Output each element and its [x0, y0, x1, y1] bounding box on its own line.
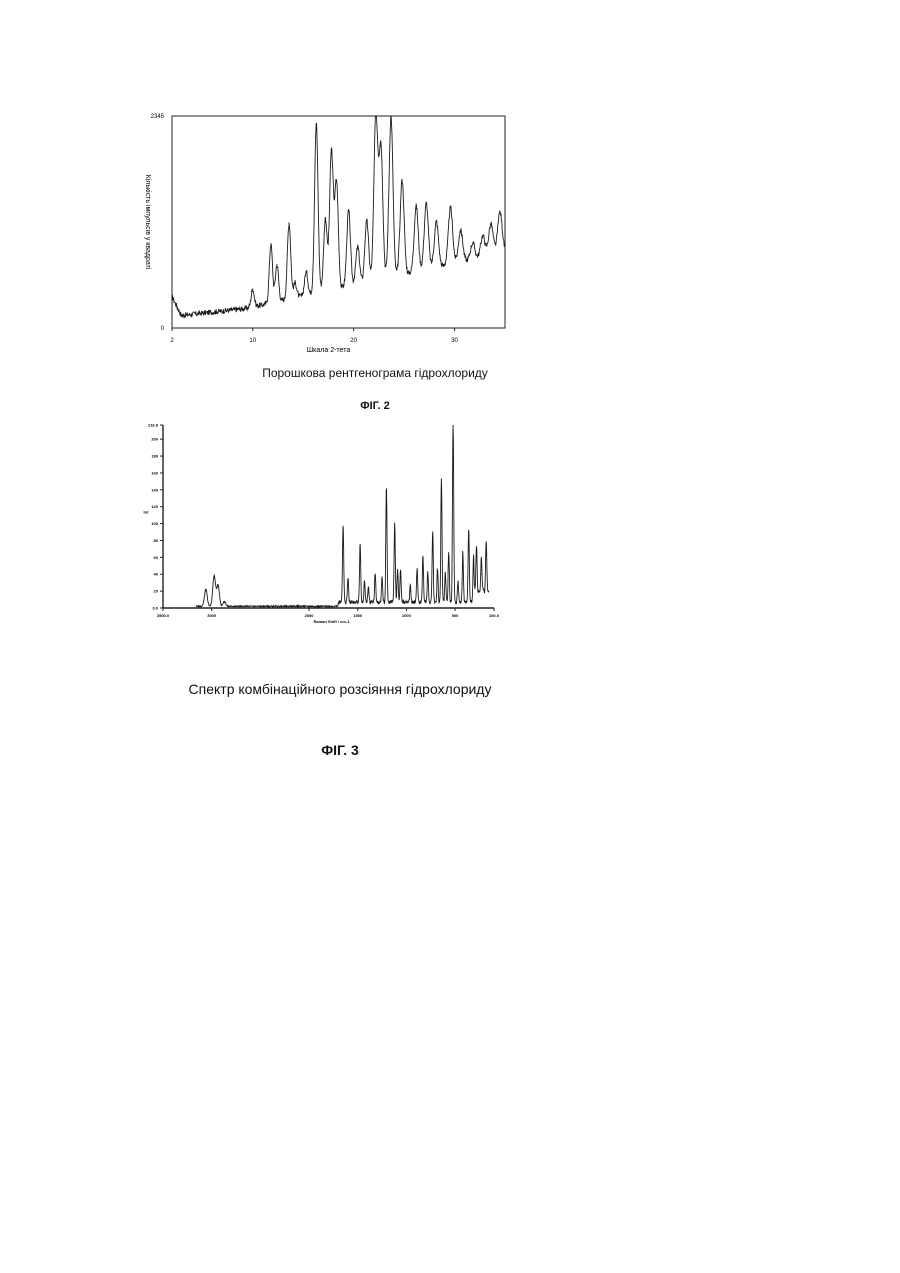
raman-y-tick-label: 0.0 [152, 606, 158, 611]
raman-x-tick-label: 500 [452, 613, 459, 618]
raman-peak-point [476, 561, 477, 562]
raman-peak-point [462, 557, 463, 558]
raman-peak-point [468, 535, 469, 536]
xrd-peak-point [380, 146, 381, 147]
xrd-peak-point [460, 230, 461, 231]
raman-y-tick-label: 216.8 [148, 423, 159, 428]
raman-peak-point [410, 591, 411, 592]
xrd-peak-point [270, 243, 271, 244]
raman-x-tick-label: 3500.0 [157, 613, 170, 618]
raman-peak-point [457, 586, 458, 587]
xrd-x-axis-label: Шкала 2-тета [307, 347, 351, 354]
raman-peak-point [214, 577, 215, 578]
xrd-peak-point [325, 218, 326, 219]
raman-peak-point [397, 575, 398, 576]
xrd-peak-point [336, 181, 337, 182]
raman-x-tick-label: 1500 [353, 613, 363, 618]
raman-peak-point [364, 586, 365, 587]
xrd-y-tick-label: 2345 [151, 114, 165, 120]
xrd-x-tick-label: 10 [249, 338, 256, 344]
xrd-peak-point [316, 123, 317, 124]
raman-y-tick-label: 60 [154, 555, 159, 560]
raman-y-tick-label: 20 [154, 589, 159, 594]
raman-y-tick-label: 200 [151, 437, 158, 442]
raman-y-tick-label: 100 [151, 521, 158, 526]
xrd-peak-point [401, 179, 402, 180]
xrd-peak-point [288, 223, 289, 224]
raman-x-tick-label: 100.0 [489, 613, 500, 618]
raman-peak-point [417, 574, 418, 575]
raman-peak-point [382, 582, 383, 583]
xrd-peak-point [390, 116, 391, 117]
raman-peak-point [375, 578, 376, 579]
xrd-peak-point [348, 210, 349, 211]
raman-peak-point [445, 578, 446, 579]
xrd-y-tick-label: 0 [161, 326, 165, 332]
xrd-peak-point [482, 235, 483, 236]
raman-y-tick-label: 40 [154, 572, 159, 577]
xrd-trace [172, 116, 505, 318]
xrd-x-tick-label: 2 [170, 338, 174, 344]
raman-peak-point [486, 555, 487, 556]
raman-peak-point [427, 578, 428, 579]
xrd-peak-point [295, 282, 296, 283]
xrd-peak-point [426, 203, 427, 204]
raman-peak-point [205, 591, 206, 592]
raman-peak-point [437, 574, 438, 575]
xrd-peak-point [450, 207, 451, 208]
raman-y-tick-label: 140 [151, 487, 158, 492]
raman-peak-point [386, 491, 387, 492]
xrd-peak-point [357, 246, 358, 247]
xrd-peak-point [490, 223, 491, 224]
xrd-peak-point [276, 264, 277, 265]
raman-peak-point [432, 536, 433, 537]
xrd-x-tick-label: 20 [350, 338, 357, 344]
raman-peak-point [473, 561, 474, 562]
raman-peak-point [448, 557, 449, 558]
raman-peak-point [422, 561, 423, 562]
raman-y-tick-label: 160 [151, 470, 158, 475]
xrd-y-axis-label: Кількість імпульсів у квадраті [144, 175, 152, 270]
xrd-peak-point [331, 150, 332, 151]
fig2-label: ФІГ. 2 [125, 400, 625, 412]
raman-peak-point [224, 602, 225, 603]
xrd-peak-point [306, 271, 307, 272]
raman-chart: 0.0 20 40 60 80 100 120 140 160 180 200 216.8 3500.0… [0, 415, 900, 655]
raman-y-tick-label: 120 [151, 504, 158, 509]
raman-x-tick-label: 2000 [305, 613, 315, 618]
raman-peak-point [360, 548, 361, 549]
raman-peak-point [481, 574, 482, 575]
xrd-x-tick-label: 30 [451, 338, 458, 344]
raman-x-axis-label: Raman Shift / cm-1 [313, 619, 350, 624]
raman-peak-point [368, 592, 369, 593]
raman-peak-point [441, 483, 442, 484]
raman-y-tick-label: 180 [151, 454, 158, 459]
raman-peak-point [218, 586, 219, 587]
raman-peak-point [343, 530, 344, 531]
raman-peak-point [453, 425, 454, 426]
raman-x-tick-label: 3000 [207, 613, 217, 618]
xrd-peak-point [375, 115, 376, 116]
xrd-peak-point [366, 221, 367, 222]
xrd-peak-point [499, 212, 500, 213]
xrd-caption: Порошкова рентгенограма гідрохлориду [125, 366, 625, 380]
raman-peak-point [394, 529, 395, 530]
fig3-label: ФІГ. 3 [130, 742, 550, 758]
xrd-peak-point [472, 242, 473, 243]
xrd-peak-point [416, 205, 417, 206]
raman-y-tick-label: 80 [154, 538, 159, 543]
raman-caption: Спектр комбінаційного розсіяння гідрохло… [130, 681, 550, 697]
raman-y-axis-label: Int [144, 510, 150, 515]
raman-trace [196, 425, 489, 607]
xrd-peak-point [436, 221, 437, 222]
raman-peak-point [347, 582, 348, 583]
xrd-peak-point [252, 289, 253, 290]
raman-peak-point [400, 574, 401, 575]
raman-x-tick-label: 1000 [402, 613, 412, 618]
